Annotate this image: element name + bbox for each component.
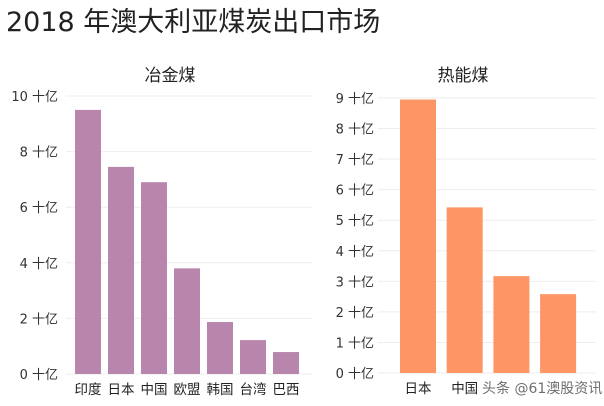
x-tick-label: 印度 [75, 382, 102, 398]
bar [207, 322, 233, 374]
y-tick-label: 4 十亿 [20, 257, 58, 272]
y-tick-label: 5 十亿 [336, 214, 374, 229]
bar [108, 166, 134, 374]
x-tick-label: 中国 [141, 382, 168, 398]
y-tick-label: 6 十亿 [336, 184, 374, 199]
x-tick-label: 日本 [108, 382, 135, 398]
y-tick-label: 0 十亿 [20, 368, 58, 383]
watermark: 头条 @61澳股资讯 [482, 381, 603, 397]
y-tick-label: 9 十亿 [336, 92, 374, 107]
y-tick-label: 4 十亿 [336, 245, 374, 260]
y-tick-label: 10 十亿 [11, 90, 58, 105]
bar [493, 276, 530, 373]
bar [540, 294, 577, 373]
bar [400, 99, 436, 374]
bar [174, 268, 200, 374]
y-tick-label: 7 十亿 [336, 153, 374, 168]
x-tick-label: 欧盟 [174, 382, 201, 398]
y-tick-label: 0 十亿 [336, 367, 374, 382]
bar [75, 109, 101, 375]
x-tick-label: 台湾 [240, 381, 267, 398]
page-title: 2018 年澳大利亚煤炭出口市场 [6, 7, 381, 38]
x-tick-label: 中国 [451, 381, 478, 397]
bar [141, 182, 167, 374]
chart-title: 冶金煤 [145, 66, 196, 86]
chart-title: 热能煤 [438, 66, 489, 86]
x-tick-label: 日本 [405, 381, 432, 397]
y-tick-label: 6 十亿 [20, 201, 58, 216]
y-tick-label: 2 十亿 [20, 312, 58, 327]
y-tick-label: 8 十亿 [20, 146, 58, 161]
y-tick-label: 2 十亿 [336, 306, 374, 321]
y-tick-label: 3 十亿 [336, 275, 374, 290]
y-tick-label: 1 十亿 [336, 336, 374, 351]
bar [240, 340, 266, 374]
bar [446, 207, 483, 373]
x-tick-label: 韩国 [207, 382, 234, 398]
bar [273, 352, 299, 374]
x-tick-label: 巴西 [273, 382, 300, 398]
y-tick-label: 8 十亿 [336, 123, 374, 138]
